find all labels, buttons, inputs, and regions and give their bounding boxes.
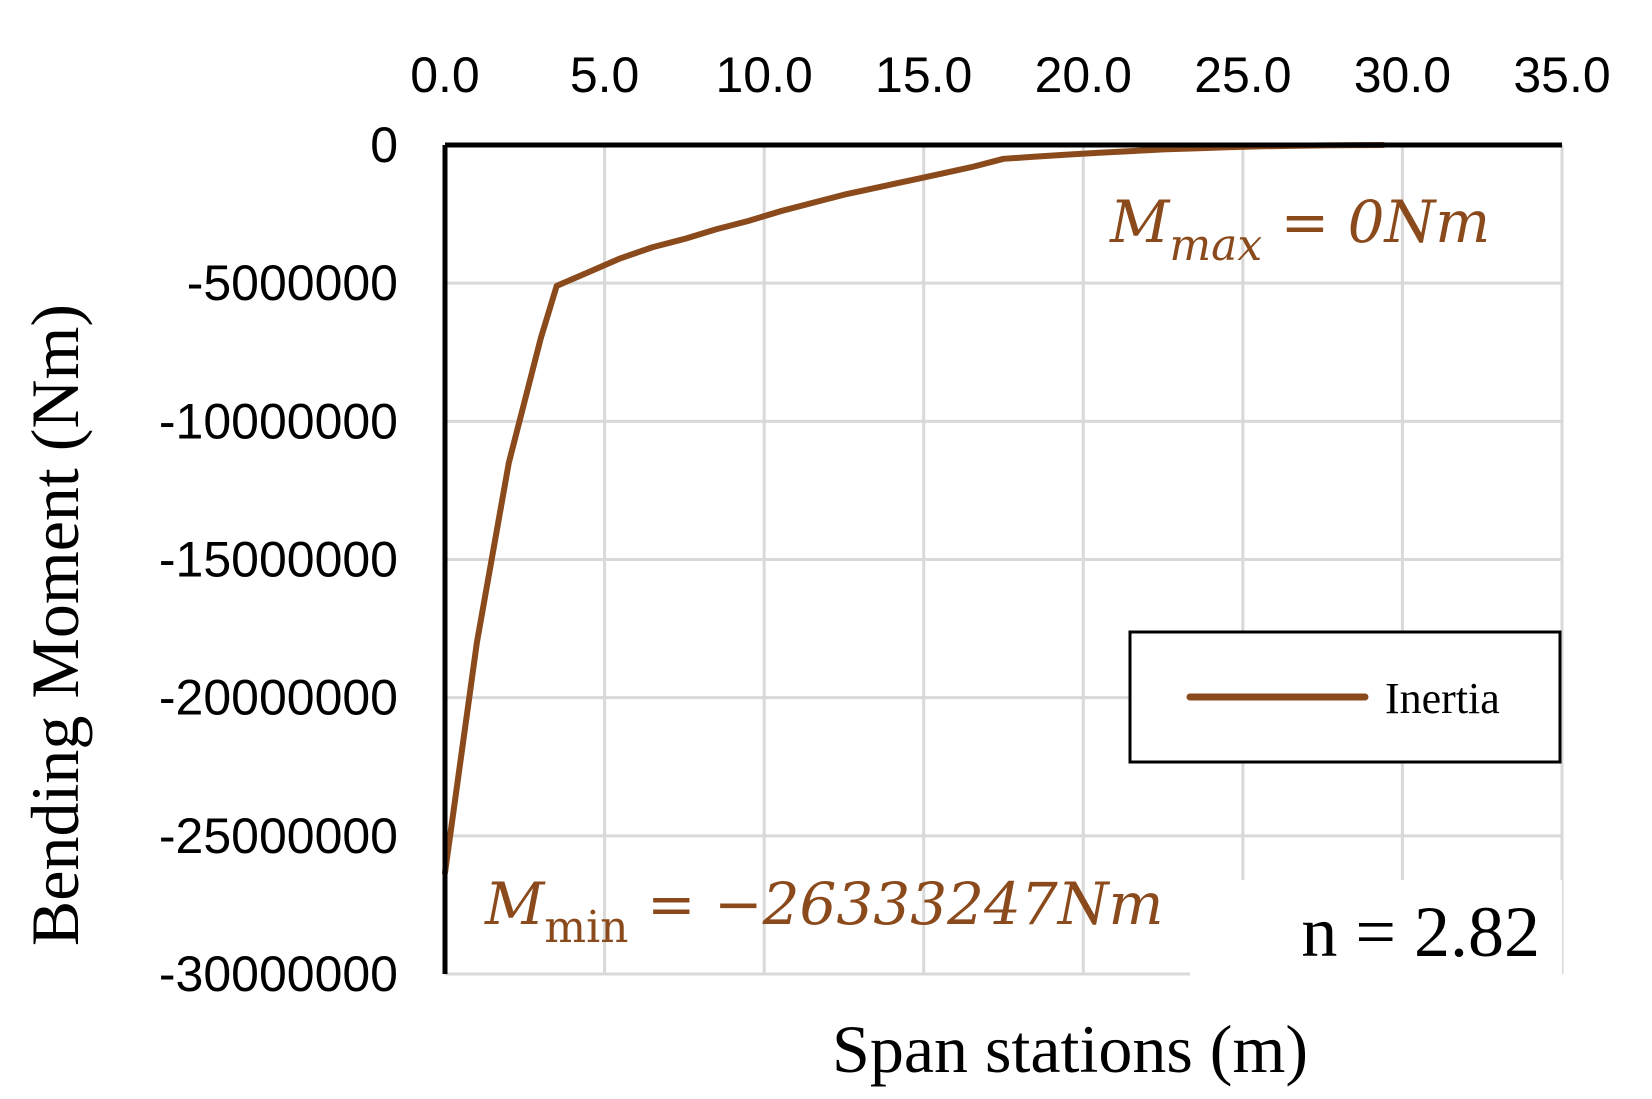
legend: Inertia [1128,630,1562,764]
x-tick-label: 25.0 [1194,47,1291,103]
x-tick-label: 5.0 [570,47,640,103]
y-axis-title: Bending Moment (Nm) [17,304,93,946]
annotation-mmin: Mmin = −26333247Nm [484,870,1164,953]
mmax-value: = 0Nm [1262,188,1490,256]
y-tick-labels: 0 -5000000 -10000000 -15000000 -20000000 -250… [159,117,398,1002]
x-tick-label: 10.0 [715,47,812,103]
y-tick-label: -15000000 [159,532,398,588]
y-tick-label: -10000000 [159,393,398,449]
x-tick-label: 0.0 [410,47,480,103]
mmin-symbol: M [484,870,546,938]
x-tick-label: 30.0 [1354,47,1451,103]
legend-label-inertia: Inertia [1385,674,1500,723]
n-label: n = 2.82 [1301,892,1540,972]
mmax-symbol: M [1109,188,1171,256]
x-axis-title: Span stations (m) [832,1011,1308,1087]
n-label-box [1190,880,1562,984]
x-tick-label: 20.0 [1035,47,1132,103]
y-tick-label: 0 [370,117,398,173]
mmax-subscript: max [1169,220,1262,271]
y-tick-label: -30000000 [159,946,398,1002]
x-tick-label: 15.0 [875,47,972,103]
x-tick-labels: 0.0 5.0 10.0 15.0 20.0 25.0 30.0 35.0 [410,47,1610,103]
y-tick-label: -25000000 [159,808,398,864]
annotation-mmax: Mmax = 0Nm [1109,188,1490,271]
mmin-subscript: min [544,902,628,953]
mmin-value: = −26333247Nm [629,870,1164,938]
y-tick-label: -20000000 [159,670,398,726]
x-tick-label: 35.0 [1513,47,1610,103]
axes [442,142,1562,974]
grid [445,145,1564,976]
y-tick-label: -5000000 [187,255,398,311]
